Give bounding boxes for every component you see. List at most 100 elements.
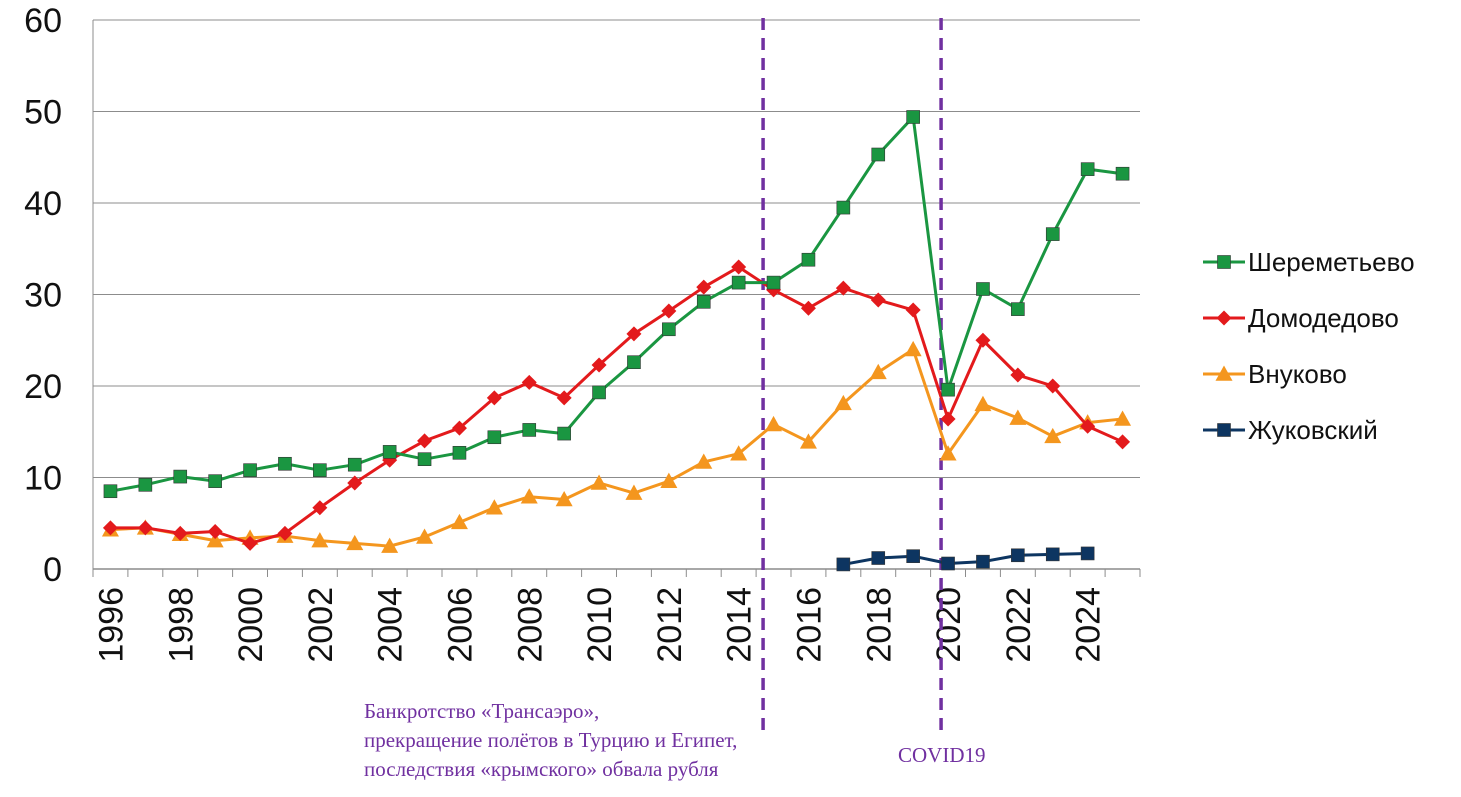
data-point [801, 252, 816, 267]
x-tick-label: 1996 [92, 587, 130, 663]
data-point [730, 445, 748, 461]
y-tick-label: 0 [43, 551, 62, 589]
legend-marker [1215, 365, 1233, 381]
data-point [311, 532, 329, 548]
data-point [834, 394, 852, 411]
data-point [1080, 162, 1095, 176]
data-point [487, 430, 502, 445]
data-point [451, 420, 467, 436]
data-point [696, 295, 711, 309]
x-tick-label: 2002 [302, 587, 340, 663]
annotation-transaero-line: последствия «крымского» обвала рубля [364, 757, 719, 781]
y-tick-label: 50 [24, 94, 62, 132]
data-point [765, 415, 783, 432]
legend-item-1: Домодедово [1203, 303, 1399, 333]
x-tick-label: 2014 [721, 587, 759, 663]
y-tick-label: 40 [24, 185, 62, 223]
data-point [485, 499, 503, 515]
data-point [103, 484, 118, 499]
y-tick-label: 10 [24, 460, 62, 498]
data-point [731, 259, 747, 275]
data-point [941, 556, 955, 571]
data-point [592, 385, 606, 400]
data-point [138, 478, 153, 492]
data-point [1115, 166, 1130, 181]
data-point [940, 411, 956, 427]
series-1 [102, 259, 1131, 551]
data-point [347, 475, 363, 491]
legend-item-2: Внуково [1203, 359, 1347, 389]
x-tick-label: 2022 [1000, 587, 1038, 663]
data-point [800, 300, 816, 316]
legend-label: Внуково [1248, 359, 1347, 389]
axes [92, 20, 1141, 577]
data-point [905, 302, 921, 318]
annotations: Банкротство «Трансаэро», прекращение полё… [364, 699, 986, 781]
x-tick-label: 2006 [441, 587, 479, 663]
series-0 [103, 110, 1130, 499]
data-point [906, 110, 920, 124]
x-tick-label: 2018 [860, 587, 898, 663]
data-point [625, 484, 643, 500]
data-point [835, 280, 851, 296]
data-point [731, 275, 746, 290]
x-tick-label: 2024 [1070, 587, 1108, 663]
x-tick-label: 2012 [651, 587, 689, 663]
data-point [836, 557, 851, 572]
legend-item-3: Жуковский [1203, 415, 1378, 445]
data-point [277, 525, 293, 541]
data-point [556, 390, 572, 406]
data-point [799, 433, 817, 449]
data-point [660, 472, 678, 488]
data-point [906, 549, 920, 563]
y-tick-label: 30 [24, 277, 62, 315]
legend-label: Жуковский [1248, 415, 1378, 445]
data-point [904, 340, 922, 357]
x-tick-label: 2008 [511, 587, 549, 663]
data-point [974, 395, 992, 412]
y-tick-labels: 0 10 20 30 40 50 60 [24, 2, 62, 589]
data-point [242, 535, 258, 551]
data-point [173, 469, 188, 484]
data-point [976, 554, 990, 569]
annotation-transaero-line: прекращение полётов в Турцию и Египет, [364, 728, 737, 752]
data-point [521, 374, 537, 390]
data-point [661, 303, 677, 319]
data-point [627, 355, 641, 370]
data-point [243, 463, 257, 477]
x-tick-label: 2004 [372, 587, 410, 663]
data-point [1080, 546, 1095, 561]
data-point [1045, 547, 1060, 562]
legend-marker [1216, 310, 1232, 326]
legend-item-0: Шереметьево [1203, 247, 1415, 277]
data-point [450, 513, 468, 530]
data-point [381, 537, 399, 553]
y-tick-label: 20 [24, 368, 62, 406]
x-tick-label: 2000 [232, 587, 270, 663]
data-point [869, 363, 887, 380]
data-point [486, 390, 502, 406]
series-group [101, 110, 1132, 572]
data-point [941, 382, 955, 397]
data-point [208, 474, 222, 488]
data-point [520, 488, 538, 504]
annotation-covid: COVID19 [898, 743, 986, 767]
data-point [626, 326, 642, 342]
data-point [871, 147, 886, 162]
data-point [102, 520, 118, 536]
legend-label: Шереметьево [1248, 247, 1415, 277]
data-point [1010, 367, 1026, 383]
data-point [522, 423, 537, 437]
data-point [1045, 227, 1060, 241]
y-tick-label: 60 [24, 2, 62, 40]
data-point [417, 452, 432, 467]
data-point [1011, 548, 1025, 563]
data-point [1009, 409, 1027, 425]
data-point [452, 445, 467, 460]
data-point [870, 292, 886, 308]
data-point [1115, 434, 1131, 450]
data-point [662, 322, 676, 337]
x-tick-labels: 1996 1998 2000 2002 2004 2006 2008 2010 2012 2014… [92, 587, 1107, 663]
data-point [312, 500, 328, 516]
